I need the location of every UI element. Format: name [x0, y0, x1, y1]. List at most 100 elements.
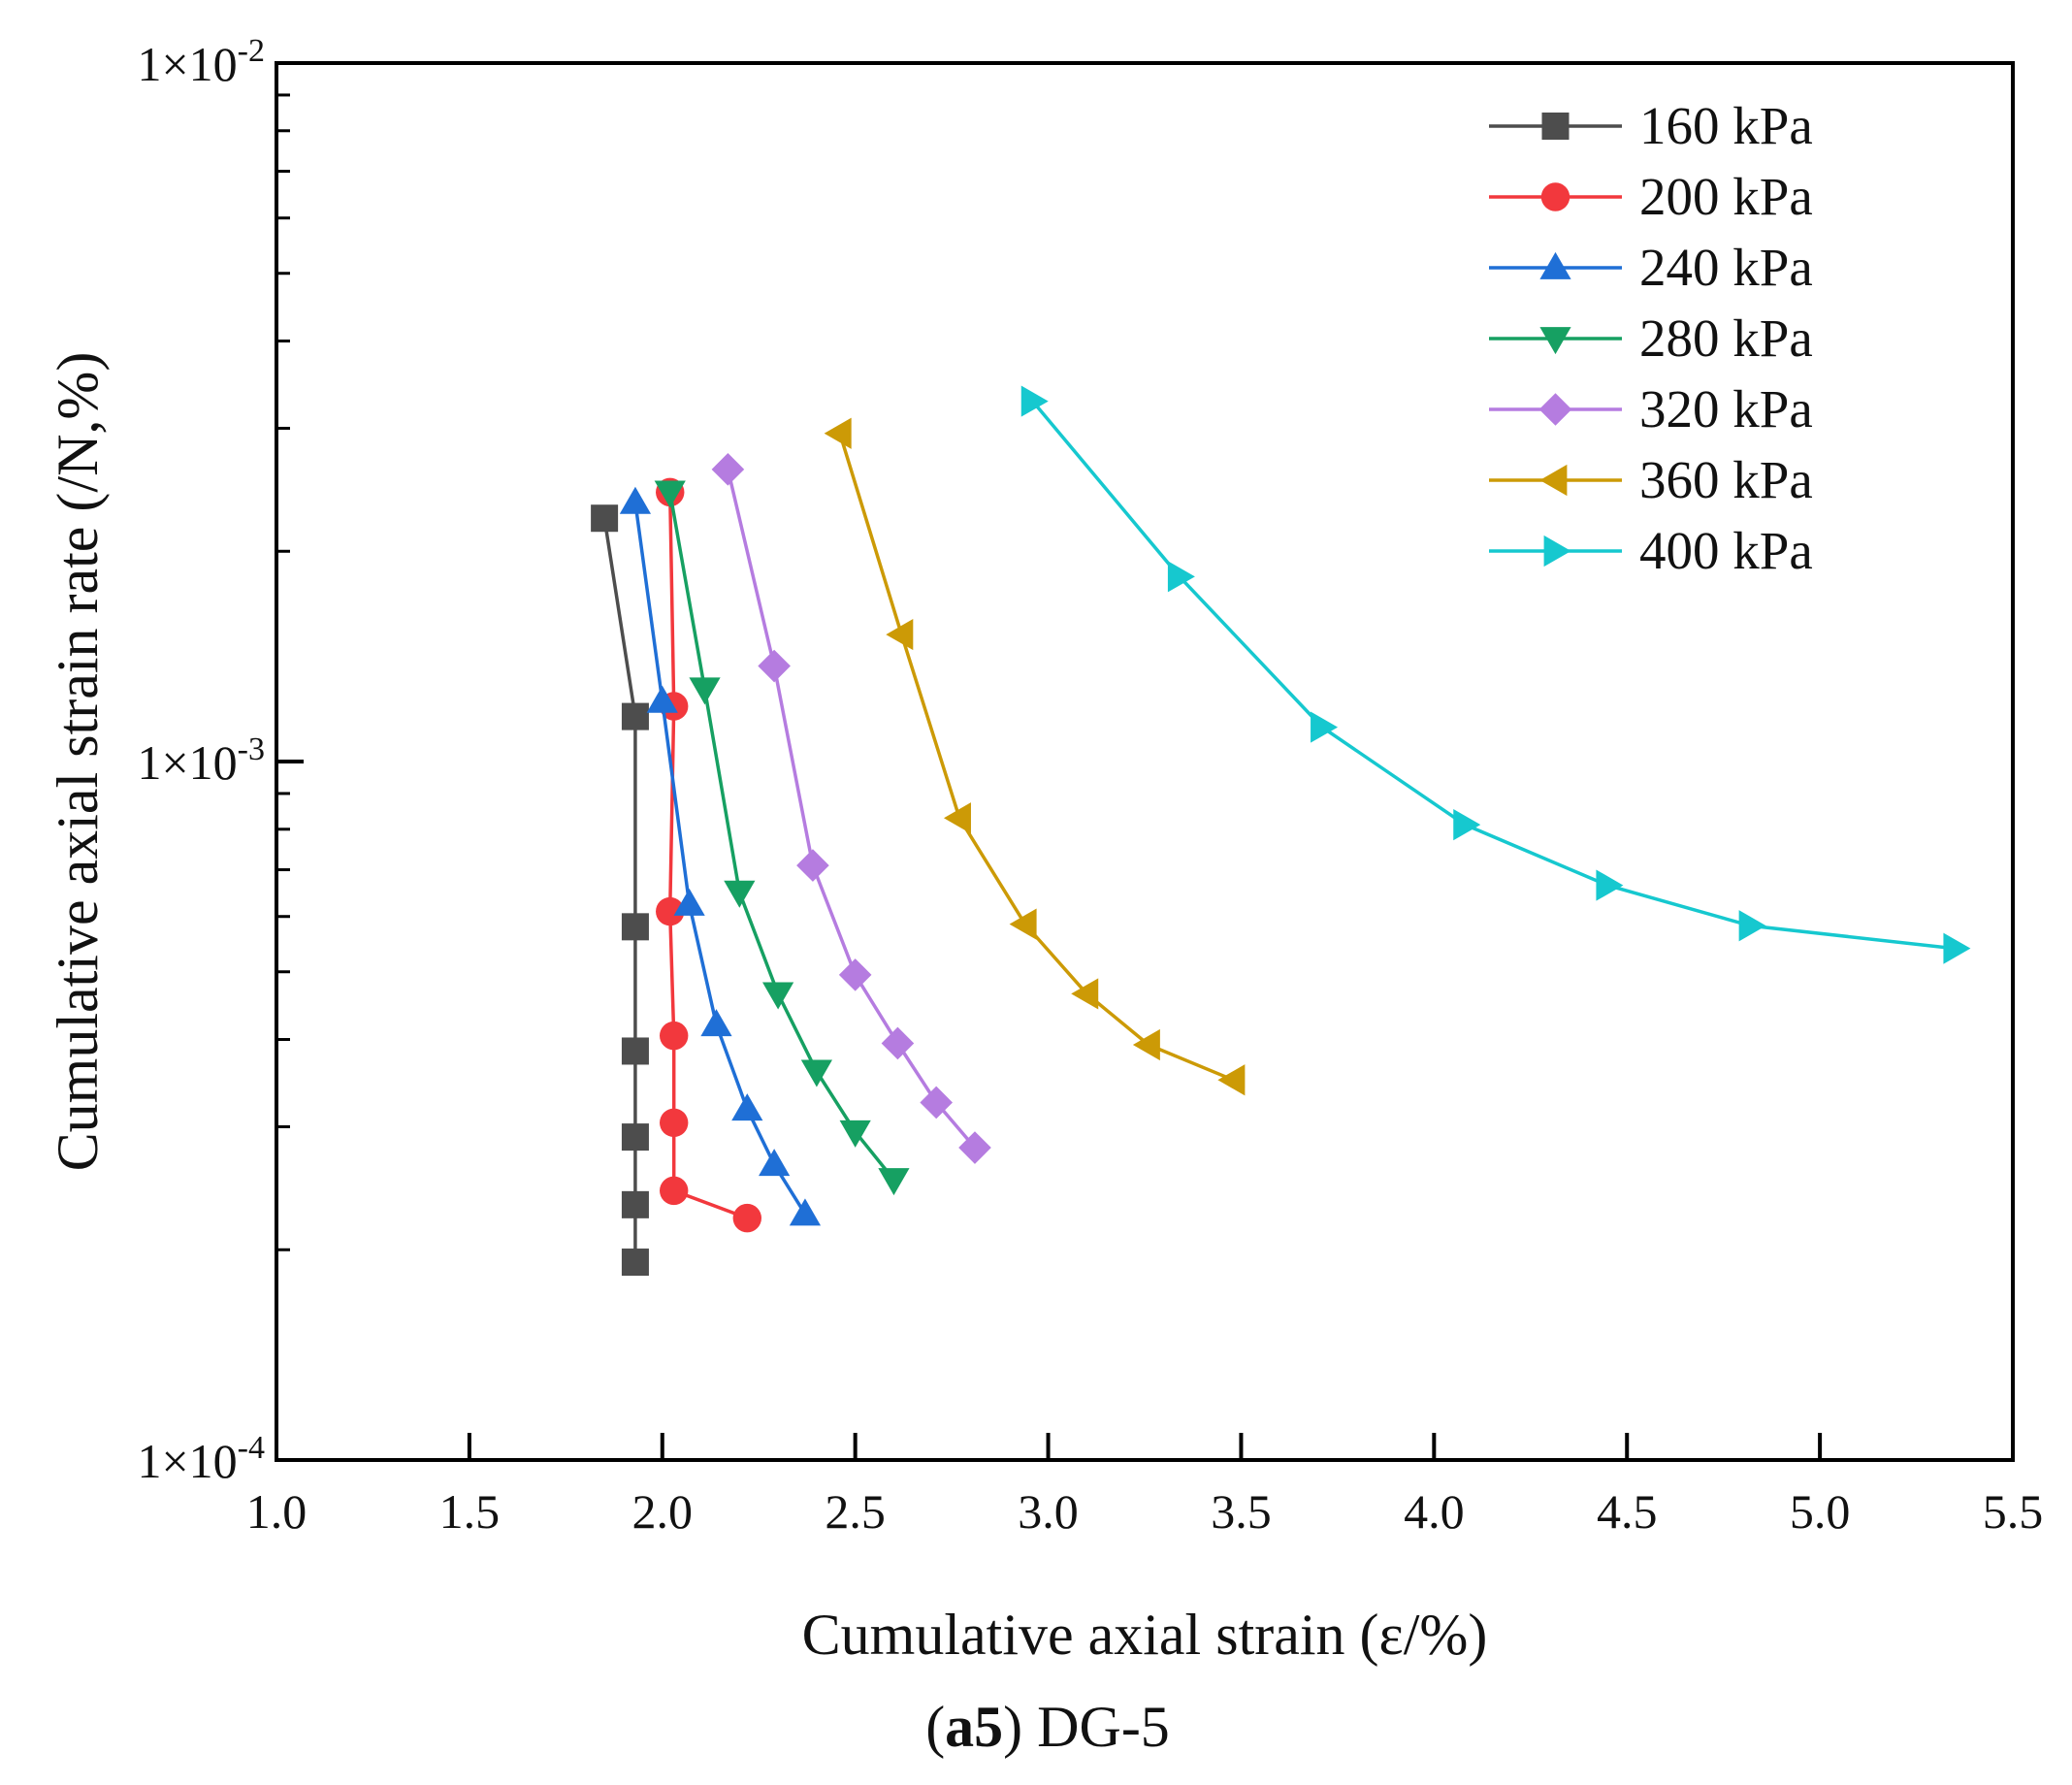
x-axis-title: Cumulative axial strain (ε/%)	[802, 1603, 1488, 1667]
legend-marker-5	[1539, 464, 1568, 497]
series-4	[711, 453, 991, 1164]
caption-open: (	[925, 1695, 945, 1759]
legend-marker-2	[1539, 251, 1571, 279]
caption-rest: DG-5	[1022, 1695, 1170, 1759]
x-tick-label-9: 5.5	[1983, 1484, 2044, 1539]
series-5-point-4	[1071, 978, 1099, 1010]
series-6-point-4	[1596, 869, 1624, 901]
legend-label-4: 320 kPa	[1639, 379, 1813, 438]
series-3-point-3	[762, 982, 794, 1010]
series-4-point-1	[758, 649, 791, 683]
series-0-point-3	[621, 1037, 649, 1065]
y-tick-exponent-1: -3	[238, 731, 265, 767]
series-4-point-3	[838, 958, 872, 991]
series-line-3	[667, 492, 895, 1182]
series-3-point-0	[654, 480, 686, 508]
series-6-point-0	[1020, 385, 1049, 417]
x-axis: 1.0 1.5 2.0 2.5 3.0 3.5 4.0 4.5 5.0 5.5	[246, 1433, 2044, 1539]
series-0-point-0	[591, 504, 619, 533]
series-0-point-5	[621, 1190, 649, 1218]
legend-marker-4	[1538, 393, 1572, 426]
series-5-point-2	[943, 802, 971, 834]
series-2-point-2	[673, 888, 705, 916]
series-5-point-3	[1009, 908, 1037, 940]
series-line-2	[633, 502, 807, 1216]
series-4-point-5	[920, 1086, 953, 1120]
x-tick-label-5: 3.5	[1211, 1484, 1272, 1539]
legend-label-6: 400 kPa	[1639, 521, 1813, 580]
figure-caption: (a5) DG-5	[925, 1695, 1170, 1759]
series-2-point-4	[731, 1093, 763, 1121]
caption-bold: a5	[945, 1695, 1003, 1759]
series-line-5	[838, 433, 1235, 1082]
x-tick-label-2: 2.0	[632, 1484, 694, 1539]
series-3-point-4	[800, 1059, 832, 1087]
series-2-point-0	[619, 486, 652, 514]
series-layer	[591, 385, 1971, 1277]
series-0-point-4	[621, 1123, 649, 1152]
series-1-point-4	[660, 1108, 689, 1138]
y-tick-label-2: 1×10-2	[137, 33, 265, 91]
series-1-point-2	[656, 896, 685, 926]
y-axis-title: Cumulative axial strain rate (/N,%)	[46, 352, 110, 1172]
series-1-point-6	[732, 1203, 761, 1233]
series-2-point-3	[700, 1009, 732, 1037]
series-6-point-2	[1311, 711, 1339, 743]
series-3-point-6	[878, 1168, 910, 1196]
series-4-point-2	[796, 849, 829, 882]
series-2-point-1	[646, 685, 678, 713]
y-tick-mantissa-2: 1×10	[137, 37, 237, 91]
x-tick-label-4: 3.0	[1018, 1484, 1079, 1539]
x-tick-label-0: 1.0	[246, 1484, 308, 1539]
x-tick-label-6: 4.0	[1404, 1484, 1465, 1539]
y-tick-mantissa-1: 1×10	[137, 735, 237, 790]
series-3-point-5	[839, 1120, 871, 1148]
series-0-point-1	[621, 702, 649, 730]
legend-label-2: 240 kPa	[1639, 238, 1813, 297]
series-0-point-2	[621, 913, 649, 941]
series-4-point-4	[881, 1026, 915, 1060]
legend: 160 kPa 200 kPa 240 kPa 280 kPa 320 kPa 360 k…	[1489, 96, 1813, 580]
series-0-point-6	[621, 1249, 649, 1277]
legend-label-1: 200 kPa	[1639, 167, 1813, 226]
series-3-point-2	[724, 880, 756, 908]
legend-marker-6	[1543, 535, 1571, 568]
legend-marker-1	[1540, 182, 1570, 211]
series-5-point-6	[1217, 1064, 1246, 1096]
series-line-6	[1031, 400, 1956, 951]
legend-marker-3	[1539, 327, 1571, 355]
y-tick-label-1: 1×10-3	[137, 731, 265, 790]
y-tick-mantissa-0: 1×10	[137, 1434, 237, 1488]
series-line-4	[726, 469, 977, 1150]
series-5-point-0	[824, 417, 852, 449]
y-tick-exponent-0: -4	[238, 1430, 265, 1466]
series-6-point-6	[1943, 932, 1971, 964]
series-4-point-6	[958, 1131, 991, 1164]
series-6	[1020, 385, 1971, 964]
legend-label-5: 360 kPa	[1639, 450, 1813, 509]
y-tick-exponent-2: -2	[238, 33, 265, 69]
series-6-point-1	[1167, 561, 1195, 593]
series-6-point-3	[1453, 809, 1481, 841]
y-axis: 1×10-41×10-31×10-2	[137, 33, 304, 1488]
series-0	[591, 504, 649, 1277]
series-2	[619, 486, 822, 1226]
series-1-point-5	[660, 1176, 689, 1206]
series-2-point-6	[789, 1198, 822, 1226]
series-4-point-0	[711, 453, 745, 486]
legend-label-0: 160 kPa	[1639, 96, 1813, 155]
series-3	[654, 480, 910, 1196]
x-tick-label-7: 4.5	[1597, 1484, 1658, 1539]
series-5-point-1	[886, 618, 914, 651]
series-2-point-5	[759, 1149, 791, 1177]
series-1-point-3	[660, 1021, 689, 1051]
series-3-point-1	[689, 677, 721, 705]
x-tick-label-8: 5.0	[1790, 1484, 1851, 1539]
legend-marker-0	[1541, 113, 1570, 140]
x-tick-label-1: 1.5	[439, 1484, 501, 1539]
x-tick-label-3: 2.5	[825, 1484, 886, 1539]
y-tick-label-0: 1×10-4	[137, 1430, 265, 1488]
series-5-point-5	[1132, 1028, 1160, 1061]
caption-close: )	[1003, 1695, 1022, 1759]
